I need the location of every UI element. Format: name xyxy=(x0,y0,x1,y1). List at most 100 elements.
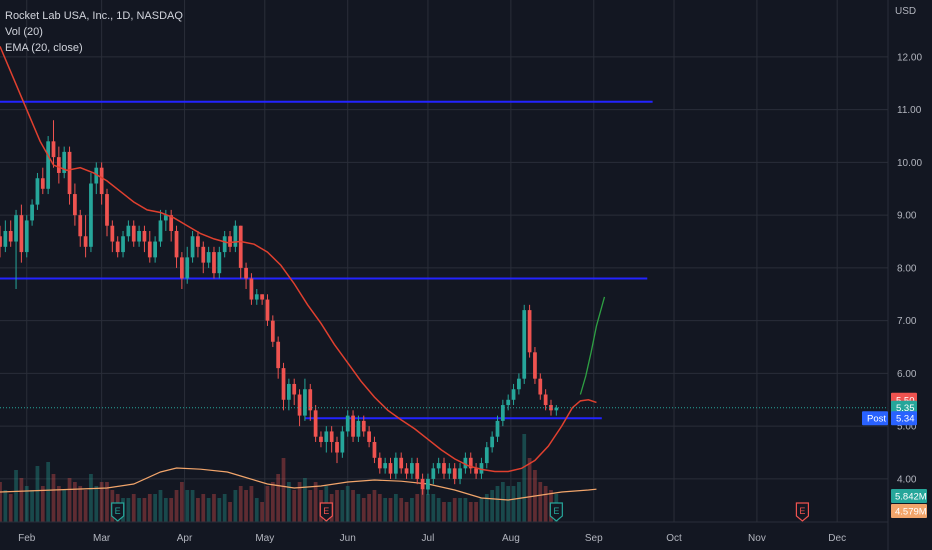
candle-65 xyxy=(345,410,350,437)
x-tick-3: May xyxy=(255,533,274,544)
volume-label-0: 5.842M xyxy=(891,489,927,503)
candle-71 xyxy=(377,452,382,474)
candle-37 xyxy=(196,230,200,258)
earnings-marker-2[interactable]: E xyxy=(549,502,563,522)
candle-74 xyxy=(393,452,398,479)
volume-ma-line xyxy=(0,467,597,501)
volume-bar-2 xyxy=(8,494,13,522)
grid xyxy=(0,0,888,522)
volume-bar-12 xyxy=(62,490,67,522)
candle-body-50 xyxy=(265,299,270,321)
earnings-marker-1[interactable]: E xyxy=(319,502,333,522)
candle-22 xyxy=(115,236,120,258)
earnings-label-3: E xyxy=(799,506,805,516)
candle-45 xyxy=(238,225,243,279)
candle-body-97 xyxy=(517,378,521,390)
volume-bar-77 xyxy=(410,498,414,522)
volume-bar-83 xyxy=(442,502,446,522)
earnings-marker-3[interactable]: E xyxy=(795,502,810,522)
price-axis-bg xyxy=(888,0,932,550)
volume-label-bg-0 xyxy=(891,489,927,503)
candle-body-8 xyxy=(40,178,45,189)
x-tick-5: Jul xyxy=(422,533,435,544)
legend-symbol[interactable]: Rocket Lab USA, Inc., 1D, NASDAQ xyxy=(5,10,183,22)
volume-bar-45 xyxy=(238,486,243,522)
candle-body-83 xyxy=(442,463,446,474)
legend-volume[interactable]: Vol (20) xyxy=(5,26,43,38)
candle-body-86 xyxy=(458,468,462,479)
time-axis[interactable]: Feb Mar Apr May Jun Jul Aug Sep Oct Nov Dec xyxy=(0,521,888,544)
volume-bar-87 xyxy=(463,498,468,522)
volume-bar-84 xyxy=(447,502,452,522)
candle-14 xyxy=(73,183,77,226)
candle-body-72 xyxy=(383,463,388,469)
forecast-line xyxy=(579,296,606,395)
earnings-label-1: E xyxy=(323,506,329,516)
candle-64 xyxy=(340,426,345,458)
candle-body-33 xyxy=(174,230,179,258)
candle-44 xyxy=(233,220,238,253)
price-label-2: Post 5.34 xyxy=(862,411,917,426)
volume-bar-28 xyxy=(147,494,152,522)
candle-body-24 xyxy=(126,225,131,237)
candle-1 xyxy=(3,220,8,253)
volume-bar-88 xyxy=(468,502,473,522)
candle-body-42 xyxy=(222,236,227,253)
x-tick-10: Dec xyxy=(828,533,846,544)
earnings-marker-0[interactable]: E xyxy=(111,502,125,522)
volume-bar-52 xyxy=(276,474,281,522)
volume-label-value-1: 4.579M xyxy=(895,507,927,518)
volume-bar-51 xyxy=(270,482,275,522)
candle-83 xyxy=(442,457,446,479)
candle-body-19 xyxy=(99,167,104,195)
candle-body-20 xyxy=(105,194,109,226)
candle-body-51 xyxy=(270,320,275,342)
volume-label-value-0: 5.842M xyxy=(895,492,927,503)
y-tick-7: 5.00 xyxy=(897,422,917,433)
candle-87 xyxy=(463,452,468,474)
volume-bar-18 xyxy=(94,486,99,522)
candle-54 xyxy=(286,378,291,411)
volume-bar-80 xyxy=(426,494,430,522)
volume-bar-27 xyxy=(142,498,147,522)
candle-57 xyxy=(303,378,307,421)
price-label-tag-bg-2 xyxy=(862,411,888,426)
candle-body-46 xyxy=(244,267,248,279)
candle-28 xyxy=(147,230,152,263)
candle-body-26 xyxy=(137,230,141,242)
candle-86 xyxy=(458,463,462,485)
volume-bar-74 xyxy=(393,494,398,522)
candle-body-65 xyxy=(345,415,350,432)
volume-bar-43 xyxy=(228,502,232,522)
earnings-shape-0 xyxy=(111,502,125,522)
candle-24 xyxy=(126,220,131,242)
candle-body-45 xyxy=(238,225,243,268)
candle-94 xyxy=(500,399,505,427)
volume-bar-86 xyxy=(458,498,462,522)
candle-body-28 xyxy=(147,241,152,258)
y-tick-3: 9.00 xyxy=(897,211,917,222)
volume-bar-11 xyxy=(56,486,61,522)
x-tick-9: Nov xyxy=(748,533,766,544)
candle-body-10 xyxy=(51,141,56,158)
candles xyxy=(0,120,559,495)
volume-bar-55 xyxy=(292,490,297,522)
candle-body-82 xyxy=(436,463,441,469)
candle-21 xyxy=(110,220,115,253)
earnings-shape-2 xyxy=(549,502,563,522)
candle-body-13 xyxy=(67,151,72,195)
volume-bar-24 xyxy=(126,498,131,522)
candle-27 xyxy=(142,225,147,253)
volume-label-bg-1 xyxy=(891,504,927,518)
candle-body-37 xyxy=(196,236,200,247)
legend-ema[interactable]: EMA (20, close) xyxy=(5,42,83,54)
candle-body-56 xyxy=(297,394,302,416)
price-axis[interactable]: USD 12.00 11.00 10.00 9.00 8.00 7.00 6.00 5.00 4.… xyxy=(887,0,932,550)
candle-92 xyxy=(490,431,495,453)
candle-102 xyxy=(543,389,548,411)
volume-bar-46 xyxy=(244,490,248,522)
volume-bar-97 xyxy=(517,482,521,522)
